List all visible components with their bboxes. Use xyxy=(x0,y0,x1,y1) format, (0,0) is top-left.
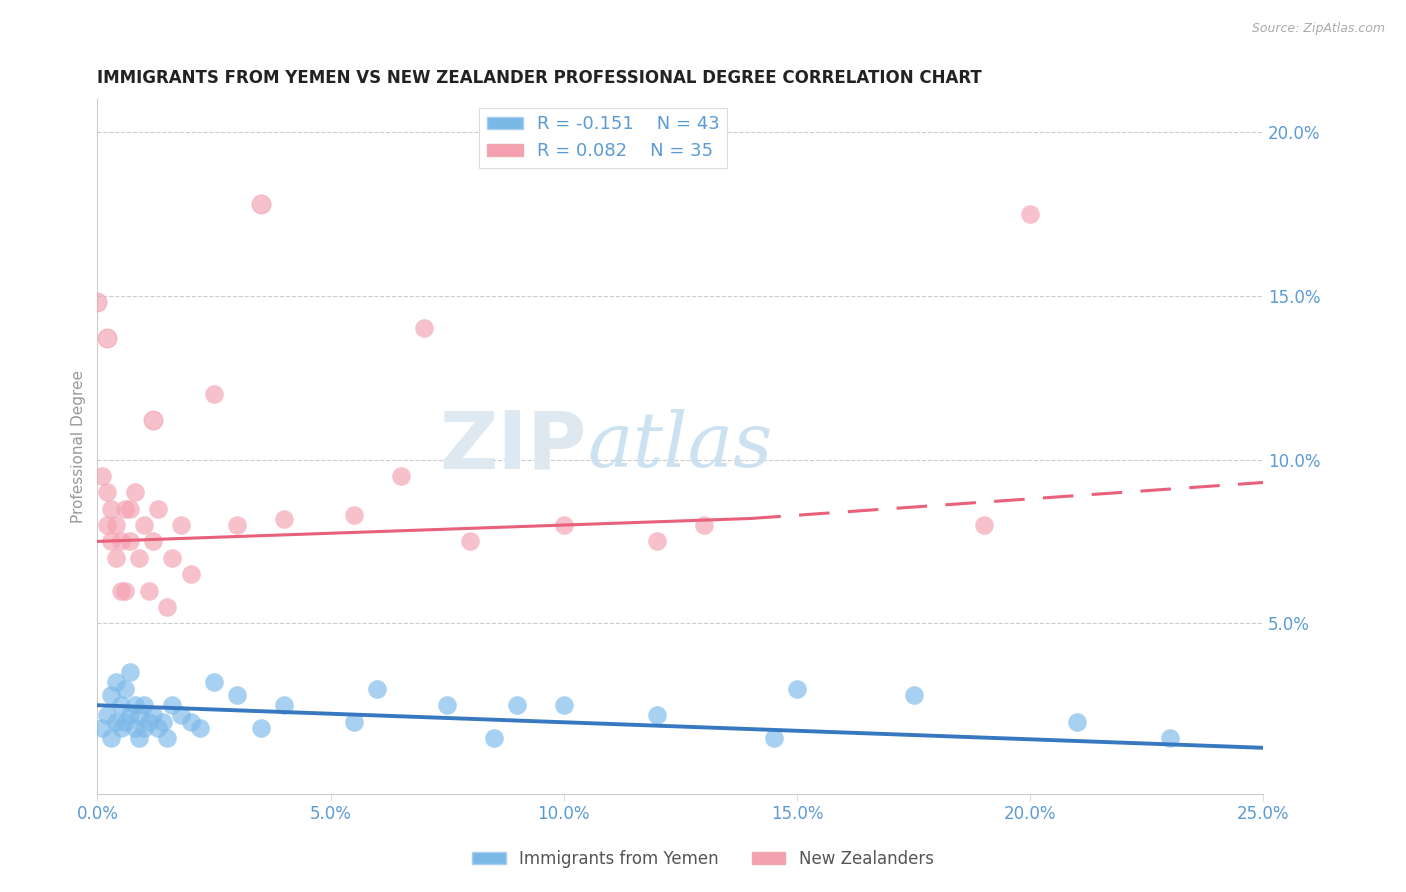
Point xyxy=(105,675,128,690)
Point xyxy=(146,501,169,516)
Point xyxy=(343,714,366,729)
Point xyxy=(249,197,271,211)
Point xyxy=(110,534,132,549)
Point xyxy=(114,583,136,598)
Point xyxy=(100,731,122,745)
Point xyxy=(128,708,150,723)
Point xyxy=(202,387,225,401)
Point xyxy=(118,708,141,723)
Point xyxy=(91,469,114,483)
Point xyxy=(506,698,529,713)
Point xyxy=(142,534,165,549)
Point xyxy=(460,534,482,549)
Point xyxy=(142,413,165,427)
Point xyxy=(110,721,132,735)
Point xyxy=(138,714,160,729)
Point xyxy=(152,714,174,729)
Point xyxy=(170,518,193,533)
Point xyxy=(645,708,668,723)
Point xyxy=(128,550,150,565)
Point xyxy=(96,485,118,500)
Point xyxy=(412,321,434,335)
Point xyxy=(343,508,366,523)
Point xyxy=(128,731,150,745)
Point xyxy=(553,698,575,713)
Point xyxy=(762,731,785,745)
Point xyxy=(142,708,165,723)
Point xyxy=(118,534,141,549)
Point xyxy=(100,534,122,549)
Point xyxy=(553,518,575,533)
Point xyxy=(249,721,271,735)
Point xyxy=(110,698,132,713)
Point xyxy=(105,550,128,565)
Point xyxy=(903,689,925,703)
Point xyxy=(118,501,141,516)
Point xyxy=(482,731,505,745)
Legend: Immigrants from Yemen, New Zealanders: Immigrants from Yemen, New Zealanders xyxy=(465,844,941,875)
Point xyxy=(436,698,458,713)
Point xyxy=(132,721,155,735)
Point xyxy=(645,534,668,549)
Point xyxy=(86,295,108,310)
Point xyxy=(132,518,155,533)
Point xyxy=(110,583,132,598)
Point xyxy=(160,698,183,713)
Text: ZIP: ZIP xyxy=(440,408,588,485)
Point xyxy=(366,681,388,696)
Point xyxy=(124,698,146,713)
Point xyxy=(114,714,136,729)
Point xyxy=(202,675,225,690)
Point xyxy=(226,689,249,703)
Point xyxy=(156,599,179,614)
Point xyxy=(105,518,128,533)
Point xyxy=(114,681,136,696)
Point xyxy=(180,714,202,729)
Point xyxy=(1159,731,1181,745)
Point xyxy=(146,721,169,735)
Text: atlas: atlas xyxy=(588,409,772,483)
Point xyxy=(124,721,146,735)
Point xyxy=(692,518,714,533)
Point xyxy=(114,501,136,516)
Text: IMMIGRANTS FROM YEMEN VS NEW ZEALANDER PROFESSIONAL DEGREE CORRELATION CHART: IMMIGRANTS FROM YEMEN VS NEW ZEALANDER P… xyxy=(97,69,983,87)
Point xyxy=(132,698,155,713)
Point xyxy=(273,698,295,713)
Point xyxy=(91,721,114,735)
Legend: R = -0.151    N = 43, R = 0.082    N = 35: R = -0.151 N = 43, R = 0.082 N = 35 xyxy=(479,108,727,168)
Point xyxy=(188,721,211,735)
Point xyxy=(389,469,412,483)
Point xyxy=(124,485,146,500)
Point xyxy=(1066,714,1088,729)
Point xyxy=(100,501,122,516)
Point xyxy=(156,731,179,745)
Y-axis label: Professional Degree: Professional Degree xyxy=(72,370,86,523)
Point xyxy=(180,567,202,582)
Point xyxy=(973,518,995,533)
Text: Source: ZipAtlas.com: Source: ZipAtlas.com xyxy=(1251,22,1385,36)
Point xyxy=(273,511,295,525)
Point xyxy=(100,689,122,703)
Point xyxy=(96,708,118,723)
Point xyxy=(160,550,183,565)
Point xyxy=(118,665,141,680)
Point xyxy=(226,518,249,533)
Point xyxy=(105,714,128,729)
Point xyxy=(786,681,808,696)
Point xyxy=(96,518,118,533)
Point xyxy=(170,708,193,723)
Point xyxy=(1019,207,1042,221)
Point xyxy=(96,331,118,345)
Point xyxy=(138,583,160,598)
